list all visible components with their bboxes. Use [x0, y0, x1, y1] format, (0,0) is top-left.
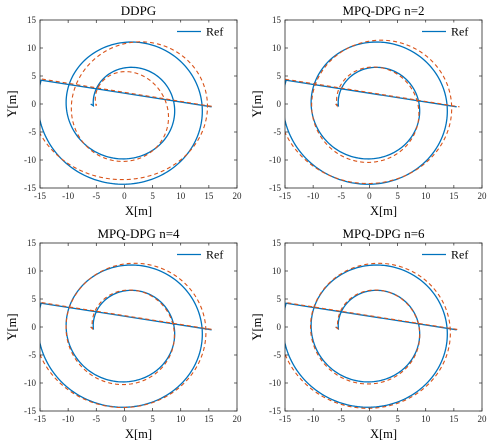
x-tick-label: -5	[93, 414, 101, 424]
subplot-title: MPQ-DPG n=4	[97, 226, 180, 241]
y-tick-label: 0	[277, 322, 282, 332]
plot-area	[40, 243, 237, 411]
y-axis-label: Y[m]	[5, 313, 19, 340]
x-tick-label: 15	[449, 191, 459, 201]
legend-box	[172, 22, 236, 41]
legend: Ref	[417, 22, 481, 41]
plot-area	[40, 20, 237, 188]
x-tick-label: -15	[279, 191, 291, 201]
y-tick-label: 15	[272, 238, 282, 248]
x-tick-label: 20	[233, 414, 243, 424]
y-tick-label: 5	[277, 71, 282, 81]
x-tick-label: 5	[150, 414, 155, 424]
legend-label-ref: Ref	[451, 25, 468, 39]
y-tick-label: 5	[277, 294, 282, 304]
y-tick-label: 0	[277, 99, 282, 109]
x-axis-label: X[m]	[370, 204, 397, 218]
x-tick-label: 20	[233, 191, 243, 201]
subplot-4: -15 -10 -5 0 5 10 15 20 -15 -10 -5 0 5 10 15 MPQ-DPG n=…	[250, 226, 487, 441]
series-line-agent	[285, 262, 460, 409]
legend-label-ref: Ref	[451, 248, 468, 262]
y-tick-label: 15	[27, 238, 37, 248]
series-line-agent	[285, 39, 460, 185]
y-tick-label: 10	[272, 43, 282, 53]
subplot-3: -15 -10 -5 0 5 10 15 20 -15 -10 -5 0 5 10 15 MPQ-DPG n=…	[5, 226, 242, 441]
y-tick-label: -15	[24, 406, 36, 416]
legend: Ref	[417, 245, 481, 264]
subplot-2: -15 -10 -5 0 5 10 15 20 -15 -10 -5 0 5 10 15 MPQ-DPG n=…	[250, 3, 487, 218]
y-tick-label: -10	[24, 378, 36, 388]
x-tick-label: 20	[478, 414, 488, 424]
x-tick-label: -15	[34, 191, 46, 201]
y-tick-label: -5	[274, 350, 282, 360]
x-tick-label: -10	[62, 414, 74, 424]
legend-label-ref: Ref	[206, 248, 223, 262]
subplot-title: DDPG	[121, 3, 156, 18]
x-tick-label: 5	[150, 191, 155, 201]
y-tick-label: -5	[274, 127, 282, 137]
plot-area	[285, 20, 482, 188]
legend-label-ref: Ref	[206, 25, 223, 39]
x-tick-label: 10	[421, 191, 431, 201]
y-tick-label: -10	[269, 378, 281, 388]
y-tick-label: -5	[29, 350, 37, 360]
y-tick-label: -15	[24, 183, 36, 193]
y-tick-label: 5	[32, 294, 37, 304]
y-tick-label: 15	[27, 15, 37, 25]
x-tick-label: 0	[367, 414, 372, 424]
subplot-title: MPQ-DPG n=6	[342, 226, 425, 241]
x-tick-label: -10	[62, 191, 74, 201]
x-tick-label: 15	[204, 414, 214, 424]
legend: Ref	[172, 22, 236, 41]
y-tick-label: 15	[272, 15, 282, 25]
y-axis-label: Y[m]	[250, 313, 264, 340]
y-axis-label: Y[m]	[5, 90, 19, 117]
x-tick-label: 5	[395, 191, 400, 201]
series-line-agent	[40, 262, 215, 409]
x-tick-label: -5	[338, 414, 346, 424]
legend-box	[417, 22, 481, 41]
legend-box	[172, 245, 236, 264]
subplot-title: MPQ-DPG n=2	[342, 3, 424, 18]
x-tick-label: -10	[307, 414, 319, 424]
x-tick-label: 15	[204, 191, 214, 201]
y-tick-label: 10	[272, 266, 282, 276]
x-axis-label: X[m]	[125, 427, 152, 441]
x-tick-label: -15	[34, 414, 46, 424]
subplot-1: -15 -10 -5 0 5 10 15 20 -15 -10 -5 0 5 10 15 DDPG X[m] Y[…	[5, 3, 242, 218]
legend-box	[417, 245, 481, 264]
y-tick-label: 10	[27, 43, 37, 53]
x-tick-label: 5	[395, 414, 400, 424]
y-tick-label: 5	[32, 71, 37, 81]
x-axis-label: X[m]	[370, 427, 397, 441]
y-tick-label: -15	[269, 406, 281, 416]
y-tick-label: -15	[269, 183, 281, 193]
y-axis-label: Y[m]	[250, 90, 264, 117]
x-tick-label: 10	[176, 191, 186, 201]
x-tick-label: 0	[122, 191, 127, 201]
y-tick-label: 0	[32, 322, 37, 332]
x-tick-label: 10	[421, 414, 431, 424]
x-tick-label: 0	[367, 191, 372, 201]
x-tick-label: -5	[93, 191, 101, 201]
x-axis-label: X[m]	[125, 204, 152, 218]
x-tick-label: 20	[478, 191, 488, 201]
x-tick-label: -5	[338, 191, 346, 201]
y-tick-label: -10	[269, 155, 281, 165]
plot-area	[285, 243, 482, 411]
series-line-ref	[40, 41, 212, 185]
y-tick-label: -5	[29, 127, 37, 137]
y-tick-label: 10	[27, 266, 37, 276]
legend: Ref	[172, 245, 236, 264]
y-tick-label: -10	[24, 155, 36, 165]
x-tick-label: -15	[279, 414, 291, 424]
y-tick-label: 0	[32, 99, 37, 109]
x-tick-label: -10	[307, 191, 319, 201]
x-tick-label: 10	[176, 414, 186, 424]
x-tick-label: 15	[449, 414, 459, 424]
x-tick-label: 0	[122, 414, 127, 424]
